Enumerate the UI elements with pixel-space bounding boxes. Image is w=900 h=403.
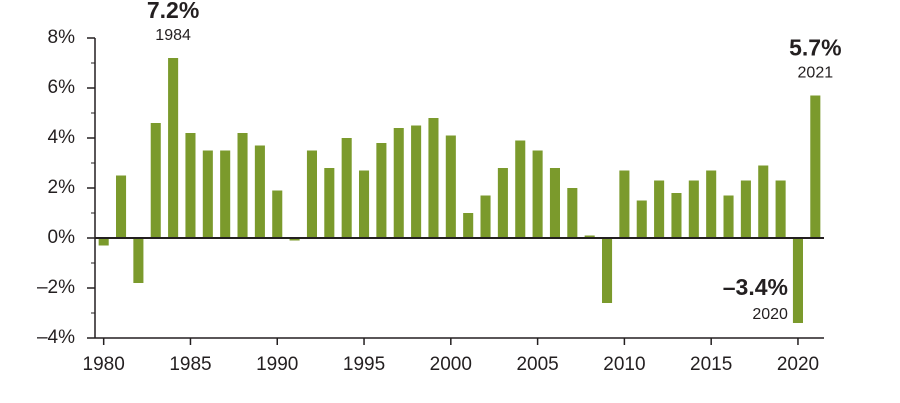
bar — [532, 150, 543, 238]
bar — [272, 190, 283, 238]
bar — [411, 125, 422, 238]
bar — [202, 150, 213, 238]
bar — [792, 238, 803, 323]
bar — [393, 128, 404, 238]
bar — [359, 170, 370, 238]
bar — [688, 180, 699, 238]
bar — [116, 175, 127, 238]
bar — [810, 95, 821, 238]
bar — [480, 195, 491, 238]
y-tick-label: 8% — [48, 27, 76, 48]
bar — [706, 170, 717, 238]
bar — [306, 150, 317, 238]
x-tick-label: 2010 — [603, 354, 645, 375]
bar — [445, 135, 456, 238]
x-tick-label: 1980 — [83, 354, 125, 375]
y-tick-label: 6% — [48, 77, 76, 98]
x-tick-label: 2005 — [516, 354, 558, 375]
annotation-year: 2020 — [752, 306, 788, 323]
bar — [254, 145, 265, 238]
y-tick-label: –2% — [37, 277, 75, 298]
bar — [654, 180, 665, 238]
x-tick-label: 1995 — [343, 354, 385, 375]
bar — [237, 133, 248, 238]
bar — [775, 180, 786, 238]
bar — [98, 238, 109, 246]
y-tick-label: 2% — [48, 177, 76, 198]
x-tick-label: 2020 — [777, 354, 819, 375]
bar — [289, 238, 300, 241]
annotation-value: 5.7% — [789, 35, 841, 61]
bar — [619, 170, 630, 238]
bar — [341, 138, 352, 238]
bar — [324, 168, 335, 238]
bar — [758, 165, 769, 238]
bar — [549, 168, 560, 238]
annotation-year: 1984 — [155, 27, 191, 44]
bar — [220, 150, 231, 238]
bar — [376, 143, 387, 238]
bar — [740, 180, 751, 238]
x-tick-label: 1985 — [169, 354, 211, 375]
x-tick-label: 1990 — [256, 354, 298, 375]
bar — [671, 193, 682, 238]
bar — [497, 168, 508, 238]
annotation-value: –3.4% — [723, 274, 788, 300]
bar — [463, 213, 474, 238]
bar — [150, 123, 161, 238]
x-tick-label: 2015 — [690, 354, 732, 375]
y-tick-label: 0% — [48, 227, 76, 248]
bar — [515, 140, 526, 238]
annotation-value: 7.2% — [147, 0, 199, 23]
y-tick-label: –4% — [37, 327, 75, 348]
bar — [428, 118, 439, 238]
x-tick-label: 2000 — [430, 354, 472, 375]
bar — [636, 200, 647, 238]
bar — [602, 238, 613, 303]
bar — [185, 133, 196, 238]
bar — [133, 238, 144, 283]
bar — [584, 235, 595, 238]
bar — [168, 58, 179, 238]
bar — [567, 188, 578, 238]
y-tick-label: 4% — [48, 127, 76, 148]
annotation-year: 2021 — [798, 65, 834, 82]
bar — [723, 195, 734, 238]
